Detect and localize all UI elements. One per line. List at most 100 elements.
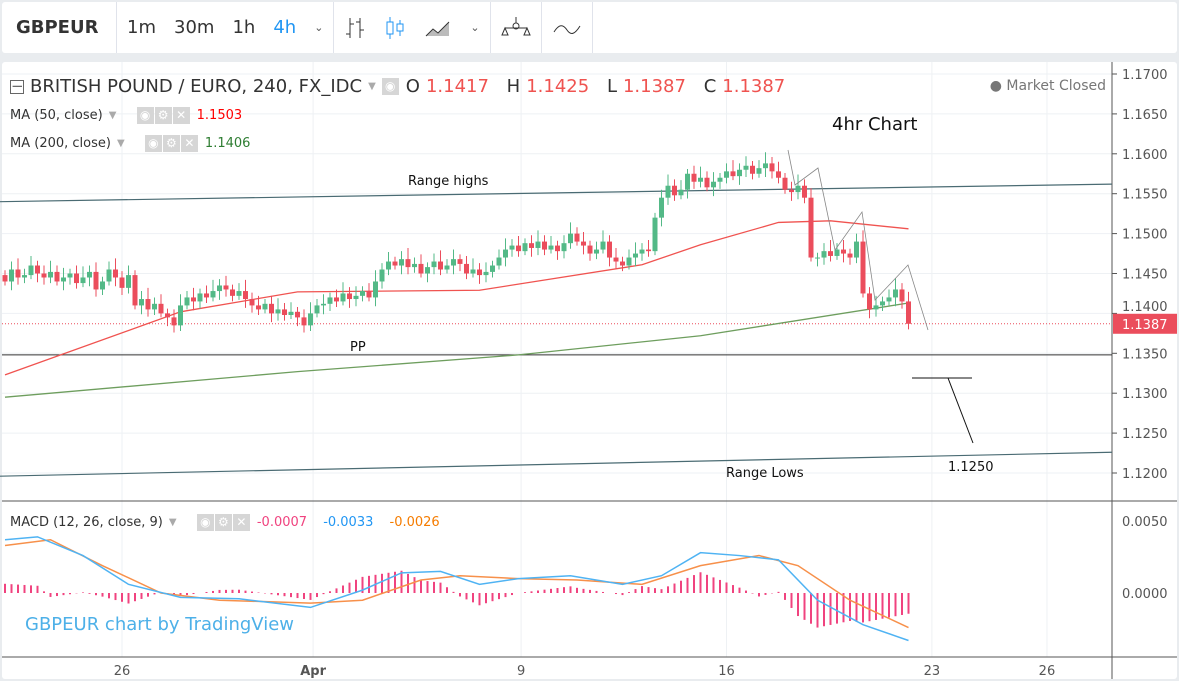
candle-body: [223, 285, 229, 290]
candle-body: [542, 241, 547, 250]
candle-body: [665, 185, 671, 198]
candle-body: [594, 249, 599, 254]
candle-body: [854, 241, 859, 258]
time-tick-label: Apr: [300, 664, 326, 679]
candle-body: [41, 273, 47, 278]
chevron-down-icon[interactable]: ⌄: [314, 21, 324, 34]
indicators-group: [542, 2, 593, 53]
range-lows-label: Range Lows: [726, 466, 804, 481]
candle-body: [548, 245, 554, 250]
candle-body: [522, 243, 528, 252]
macd-line: [4, 536, 909, 642]
interval-4h[interactable]: 4h: [273, 17, 297, 38]
macd-tick-label: 0.0000: [1122, 587, 1168, 602]
close-icon[interactable]: ✕: [172, 107, 190, 124]
interval-1h[interactable]: 1h: [232, 17, 256, 38]
candle-body: [464, 263, 469, 274]
candle-body: [620, 261, 625, 266]
candle-body: [828, 251, 833, 256]
candle-body: [87, 271, 92, 278]
candle-body: [171, 317, 177, 326]
macd-hist-value: -0.0007: [256, 515, 308, 530]
candle-body: [574, 233, 580, 242]
eye-icon[interactable]: ◉: [144, 135, 162, 152]
candle-body: [581, 241, 586, 246]
candle-body: [165, 313, 170, 318]
gear-icon[interactable]: ⚙: [162, 135, 180, 152]
candle-body: [477, 269, 482, 276]
gear-icon[interactable]: ⚙: [214, 514, 232, 531]
candle-body: [503, 249, 508, 258]
candle-body: [444, 265, 450, 270]
candle-body: [906, 301, 911, 324]
indicators-icon[interactable]: [552, 18, 582, 38]
close-value: 1.1387: [722, 76, 786, 97]
range-lows-line: [0, 451, 1112, 477]
candle-body: [867, 293, 872, 310]
price-tick-label: 1.1350: [1122, 347, 1168, 362]
zigzag-drawing: [787, 149, 929, 331]
candle-body: [197, 293, 203, 302]
candle-body: [275, 309, 281, 314]
macd-legend: MACD (12, 26, close, 9) ▼ ◉ ⚙ ✕ -0.0007 -0.…: [10, 514, 440, 531]
candle-body: [821, 251, 827, 258]
candle-body: [113, 269, 118, 278]
candle-body: [249, 299, 255, 306]
ma200-value: 1.1406: [204, 136, 251, 151]
candle-body: [230, 289, 235, 296]
candle-body: [80, 277, 86, 284]
candle-body: [802, 185, 807, 198]
target-diagonal-line: [947, 377, 974, 444]
close-icon[interactable]: ✕: [232, 514, 250, 531]
eye-icon[interactable]: ◉: [381, 78, 399, 95]
chevron-down-icon[interactable]: ▼: [116, 138, 125, 149]
ma50-line: [4, 220, 909, 376]
candle-body: [217, 285, 222, 292]
price-tick-label: 1.1450: [1122, 268, 1168, 283]
candles-icon[interactable]: [384, 16, 406, 40]
candle-body: [119, 277, 125, 288]
collapse-icon[interactable]: −: [10, 76, 24, 95]
candle-body: [321, 303, 326, 306]
chevron-down-icon[interactable]: ▼: [368, 81, 376, 92]
bars-icon[interactable]: [344, 16, 366, 40]
compare-icon[interactable]: [500, 15, 531, 41]
candle-body: [295, 311, 300, 318]
close-icon[interactable]: ✕: [180, 135, 198, 152]
price-tick-label: 1.1300: [1122, 387, 1168, 402]
candle-body: [756, 168, 762, 174]
interval-30m[interactable]: 30m: [174, 17, 215, 38]
gear-icon[interactable]: ⚙: [154, 107, 172, 124]
candle-body: [340, 293, 346, 302]
area-icon[interactable]: [424, 16, 452, 40]
candle-body: [516, 245, 521, 252]
high-value: 1.1425: [526, 76, 590, 97]
time-tick-label: 9: [517, 664, 525, 679]
symbol-button[interactable]: GBPEUR: [2, 2, 117, 53]
watermark[interactable]: GBPEUR chart by TradingView: [25, 614, 294, 635]
ma50-value: 1.1503: [196, 108, 243, 123]
candle-body: [561, 243, 567, 252]
candle-body: [373, 281, 378, 298]
symbol-legend: − BRITISH POUND / EURO, 240, FX_IDC ▼ ◉ …: [10, 76, 785, 97]
chevron-down-icon[interactable]: ▼: [108, 110, 117, 121]
candle-body: [880, 301, 885, 306]
candle-body: [672, 185, 677, 196]
candle-body: [360, 291, 365, 296]
chevron-down-icon[interactable]: ▼: [168, 517, 177, 528]
eye-icon[interactable]: ◉: [196, 514, 214, 531]
candle-body: [74, 273, 79, 284]
range-highs-line: [0, 183, 1112, 203]
interval-1m[interactable]: 1m: [127, 17, 156, 38]
eye-icon[interactable]: ◉: [136, 107, 154, 124]
chevron-down-icon[interactable]: ⌄: [470, 21, 480, 34]
candle-body: [347, 293, 352, 300]
candle-body: [470, 269, 476, 274]
candle-body: [769, 163, 775, 172]
candle-body: [782, 177, 788, 190]
candle-body: [646, 249, 651, 252]
candle-body: [126, 275, 131, 288]
candle-body: [535, 241, 541, 248]
candle-body: [353, 295, 359, 300]
